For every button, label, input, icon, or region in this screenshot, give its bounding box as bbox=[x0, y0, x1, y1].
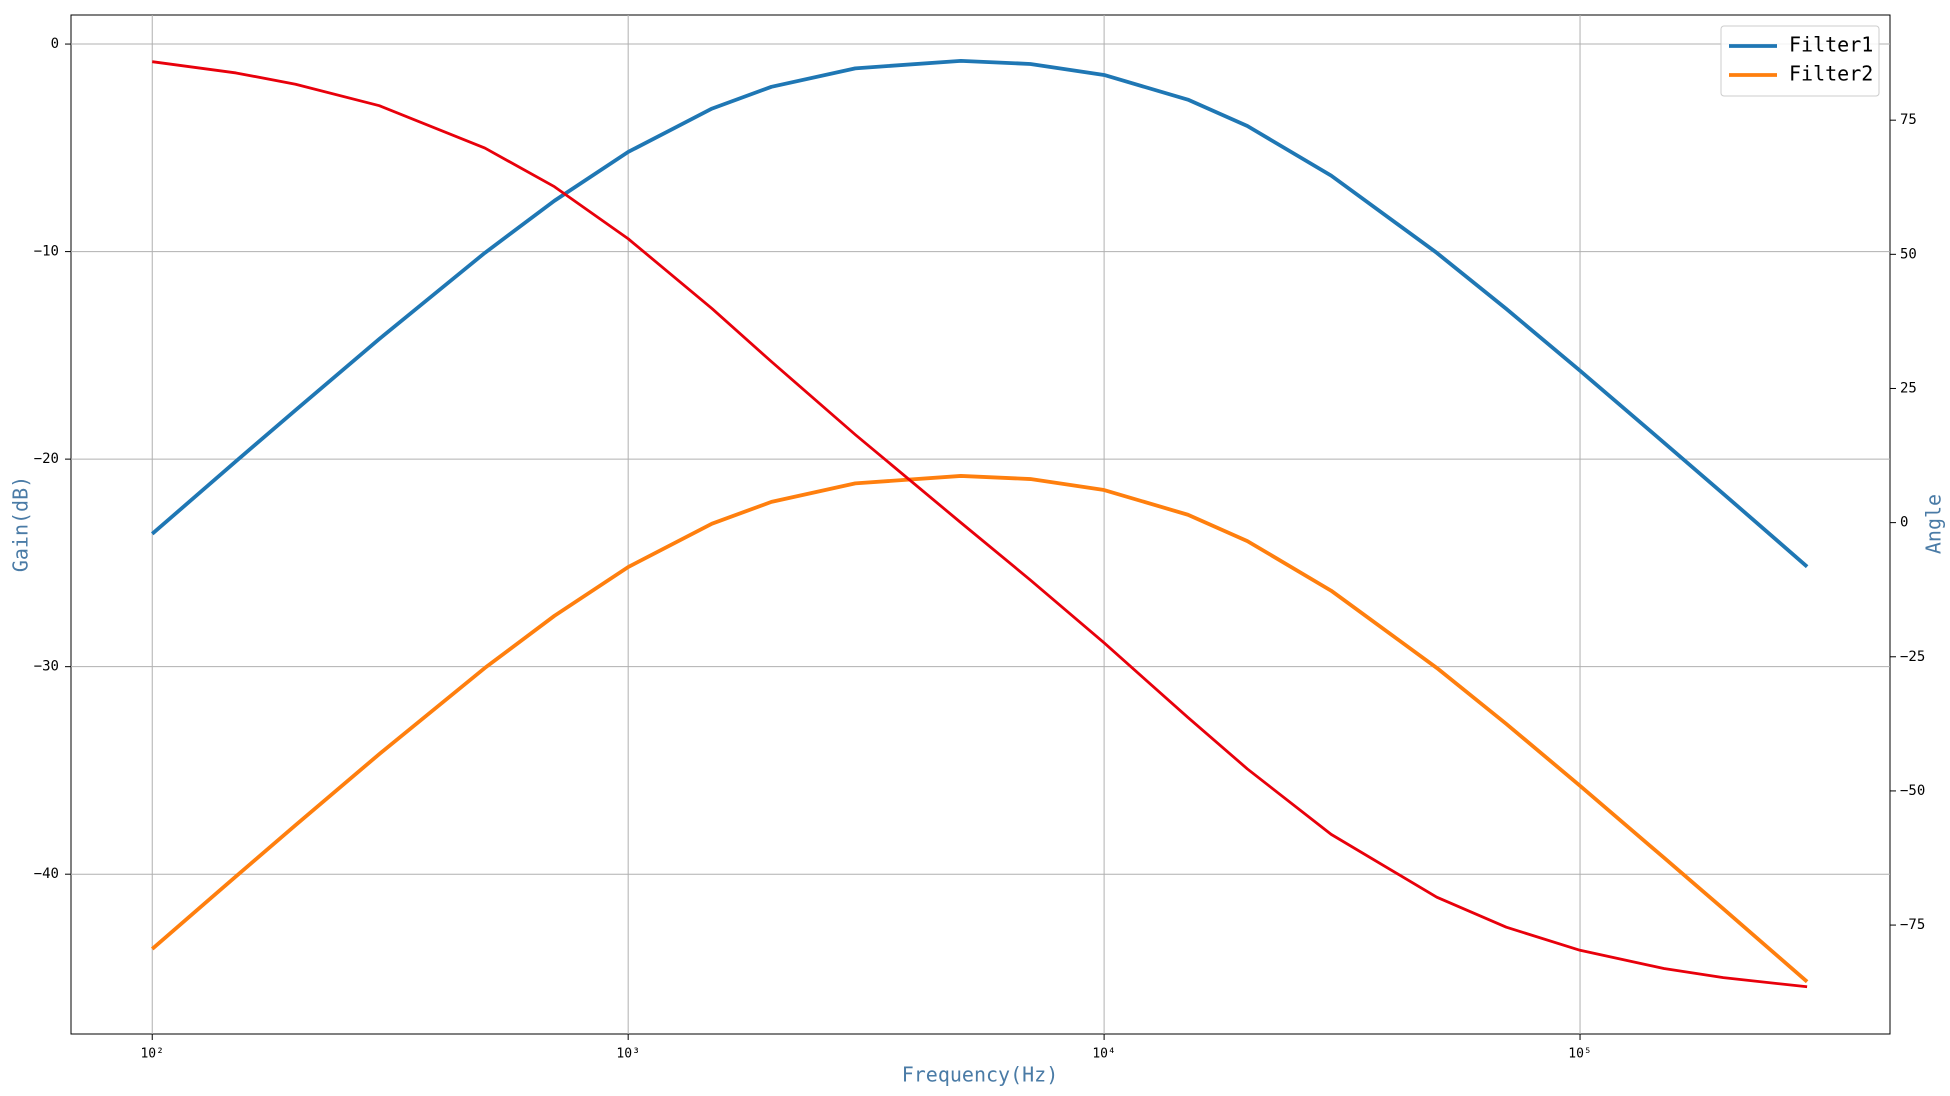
x-tick-label: 10² bbox=[140, 1047, 163, 1062]
y2-axis-label: Angle bbox=[1922, 494, 1946, 554]
legend-label: Filter1 bbox=[1789, 33, 1873, 57]
y-tick-label: −10 bbox=[34, 244, 59, 260]
x-tick-label: 10⁴ bbox=[1092, 1047, 1115, 1062]
legend: Filter1 Filter2 bbox=[1720, 25, 1880, 97]
y-tick-label: −20 bbox=[34, 451, 59, 467]
y2-tick-label: −50 bbox=[1900, 783, 1925, 799]
legend-label: Filter2 bbox=[1789, 62, 1873, 86]
y2-tick-label: −25 bbox=[1900, 649, 1925, 665]
x-axis-label: Frequency(Hz) bbox=[902, 1063, 1059, 1087]
line-series bbox=[150, 58, 1809, 569]
y-axis-label: Gain(dB) bbox=[9, 476, 33, 572]
y-tick-label: −30 bbox=[34, 659, 59, 675]
line-series bbox=[152, 60, 1808, 989]
y-tick-label: 0 bbox=[51, 36, 59, 52]
plot-frame bbox=[70, 14, 1891, 1035]
y2-tick-label: −75 bbox=[1900, 917, 1925, 933]
y2-tick-label: 50 bbox=[1900, 246, 1917, 262]
line-series bbox=[150, 474, 1809, 984]
legend-box bbox=[1720, 25, 1880, 97]
y2-tick-label: 25 bbox=[1900, 380, 1917, 396]
x-tick-label: 10⁵ bbox=[1568, 1047, 1591, 1062]
y2-tick-label: 75 bbox=[1900, 112, 1917, 128]
y-tick-label: −40 bbox=[34, 866, 59, 882]
y2-tick-label: 0 bbox=[1900, 515, 1908, 531]
x-tick-label: 10³ bbox=[616, 1047, 639, 1062]
